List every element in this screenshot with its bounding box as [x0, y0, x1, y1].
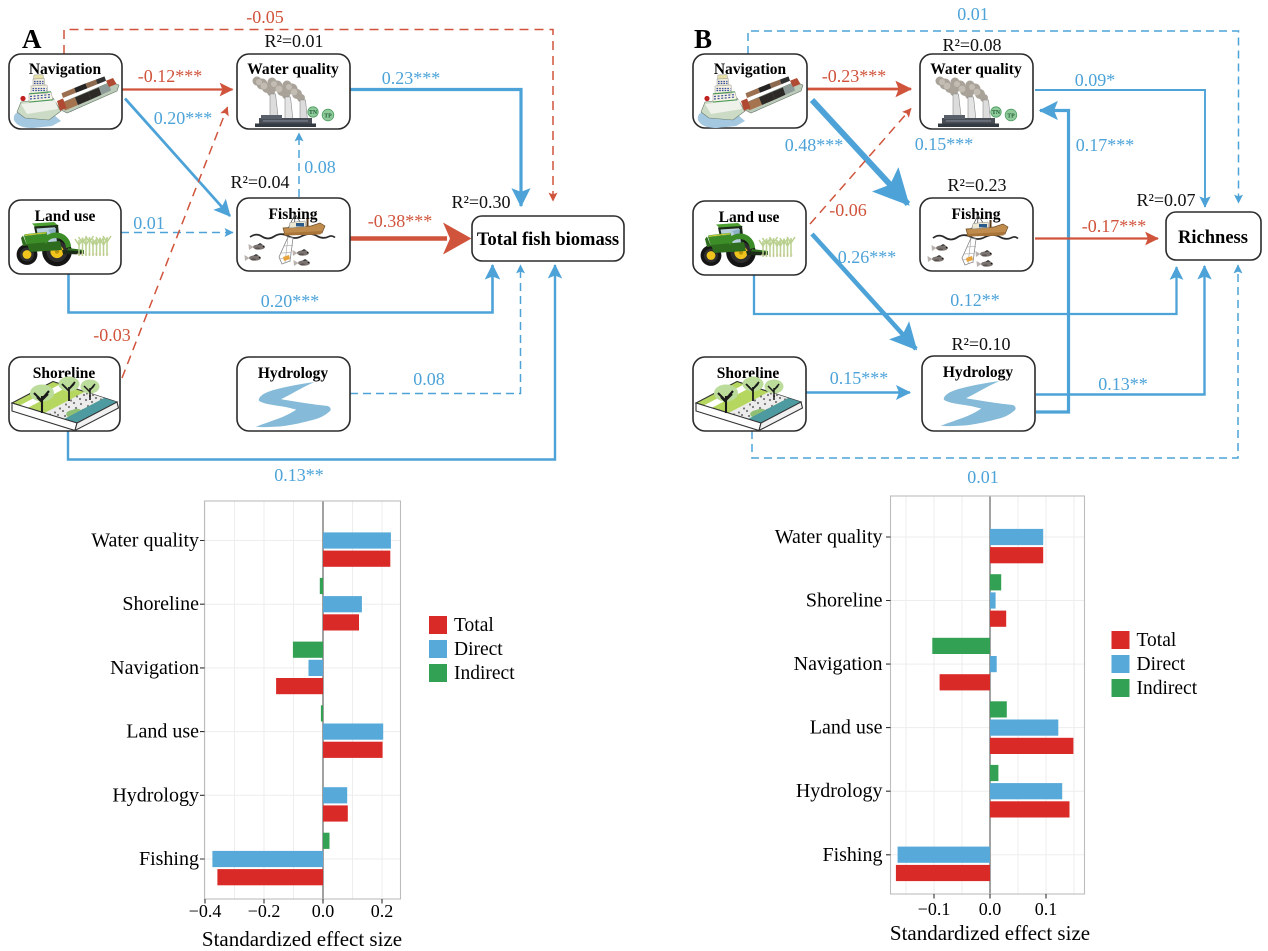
svg-text:0.01: 0.01 — [133, 213, 165, 233]
svg-text:Navigation: Navigation — [110, 657, 199, 679]
svg-text:Navigation: Navigation — [794, 653, 883, 675]
svg-text:0.12**: 0.12** — [950, 290, 1000, 310]
svg-text:Navigation: Navigation — [714, 61, 787, 78]
svg-text:0.0: 0.0 — [979, 899, 1002, 919]
svg-text:R²=0.01: R²=0.01 — [264, 31, 323, 51]
svg-text:0.08: 0.08 — [304, 157, 336, 177]
svg-text:Shoreline: Shoreline — [717, 365, 780, 382]
svg-text:-0.03: -0.03 — [93, 325, 131, 345]
svg-text:-0.23***: -0.23*** — [822, 66, 887, 86]
svg-text:−0.1: −0.1 — [918, 899, 951, 919]
svg-text:0.13**: 0.13** — [274, 465, 324, 485]
svg-text:Fishing: Fishing — [951, 206, 1000, 223]
svg-text:-0.38***: -0.38*** — [368, 211, 433, 231]
svg-text:0.17***: 0.17*** — [1076, 135, 1135, 155]
svg-text:Hydrology: Hydrology — [112, 784, 199, 806]
svg-text:−0.4: −0.4 — [189, 901, 222, 921]
svg-text:0.0: 0.0 — [312, 901, 335, 921]
svg-text:A: A — [22, 24, 42, 54]
svg-text:-0.05: -0.05 — [246, 7, 284, 27]
svg-text:Hydrology: Hydrology — [796, 780, 883, 802]
svg-text:Fishing: Fishing — [268, 206, 317, 223]
svg-text:Indirect: Indirect — [454, 663, 515, 684]
svg-text:Shoreline: Shoreline — [33, 365, 96, 382]
svg-text:0.1: 0.1 — [1035, 899, 1058, 919]
svg-text:R²=0.10: R²=0.10 — [951, 334, 1010, 354]
svg-text:0.15***: 0.15*** — [915, 134, 974, 154]
svg-text:Direct: Direct — [1137, 654, 1186, 675]
svg-text:0.48***: 0.48*** — [785, 135, 844, 155]
svg-text:0.01: 0.01 — [957, 4, 989, 24]
svg-text:Standardized effect size: Standardized effect size — [890, 921, 1090, 945]
svg-text:0.08: 0.08 — [413, 369, 445, 389]
svg-text:Hydrology: Hydrology — [258, 365, 329, 382]
svg-text:R²=0.04: R²=0.04 — [230, 172, 289, 192]
svg-text:0.01: 0.01 — [967, 467, 999, 487]
svg-text:Water quality: Water quality — [775, 526, 883, 548]
svg-text:Water quality: Water quality — [930, 61, 1022, 78]
svg-text:0.20***: 0.20*** — [154, 108, 213, 128]
svg-text:Shoreline: Shoreline — [806, 590, 883, 612]
svg-text:Fishing: Fishing — [139, 848, 199, 870]
svg-text:Land use: Land use — [810, 717, 883, 739]
svg-text:R²=0.30: R²=0.30 — [451, 192, 510, 212]
svg-text:R²=0.08: R²=0.08 — [942, 35, 1001, 55]
svg-text:Navigation: Navigation — [29, 61, 102, 78]
svg-text:Land use: Land use — [35, 208, 96, 225]
svg-text:Land use: Land use — [719, 209, 780, 226]
svg-text:Shoreline: Shoreline — [122, 593, 199, 615]
svg-text:−0.2: −0.2 — [248, 901, 281, 921]
svg-text:Water quality: Water quality — [247, 61, 339, 78]
svg-text:0.23***: 0.23*** — [382, 68, 441, 88]
svg-text:Water quality: Water quality — [91, 530, 199, 552]
svg-text:0.09*: 0.09* — [1075, 70, 1116, 90]
svg-text:Total fish biomass: Total fish biomass — [477, 230, 619, 250]
svg-text:Indirect: Indirect — [1137, 678, 1198, 699]
svg-text:0.20***: 0.20*** — [261, 291, 320, 311]
svg-text:0.26***: 0.26*** — [838, 247, 897, 267]
svg-text:Richness: Richness — [1178, 228, 1248, 248]
svg-text:Total: Total — [454, 615, 494, 636]
svg-text:Hydrology: Hydrology — [943, 364, 1014, 381]
svg-text:Direct: Direct — [454, 639, 503, 660]
svg-text:R²=0.07: R²=0.07 — [1136, 190, 1195, 210]
svg-text:B: B — [694, 24, 712, 54]
svg-text:Fishing: Fishing — [822, 844, 882, 866]
svg-text:Total: Total — [1137, 630, 1177, 651]
svg-text:0.15***: 0.15*** — [830, 368, 889, 388]
svg-text:Land use: Land use — [126, 721, 199, 743]
svg-text:R²=0.23: R²=0.23 — [947, 175, 1006, 195]
svg-text:-0.06: -0.06 — [829, 200, 867, 220]
svg-text:-0.12***: -0.12*** — [138, 66, 203, 86]
svg-text:-0.17***: -0.17*** — [1082, 216, 1147, 236]
svg-text:0.13**: 0.13** — [1098, 374, 1148, 394]
svg-text:Standardized effect size: Standardized effect size — [202, 927, 402, 951]
svg-text:0.2: 0.2 — [371, 901, 394, 921]
